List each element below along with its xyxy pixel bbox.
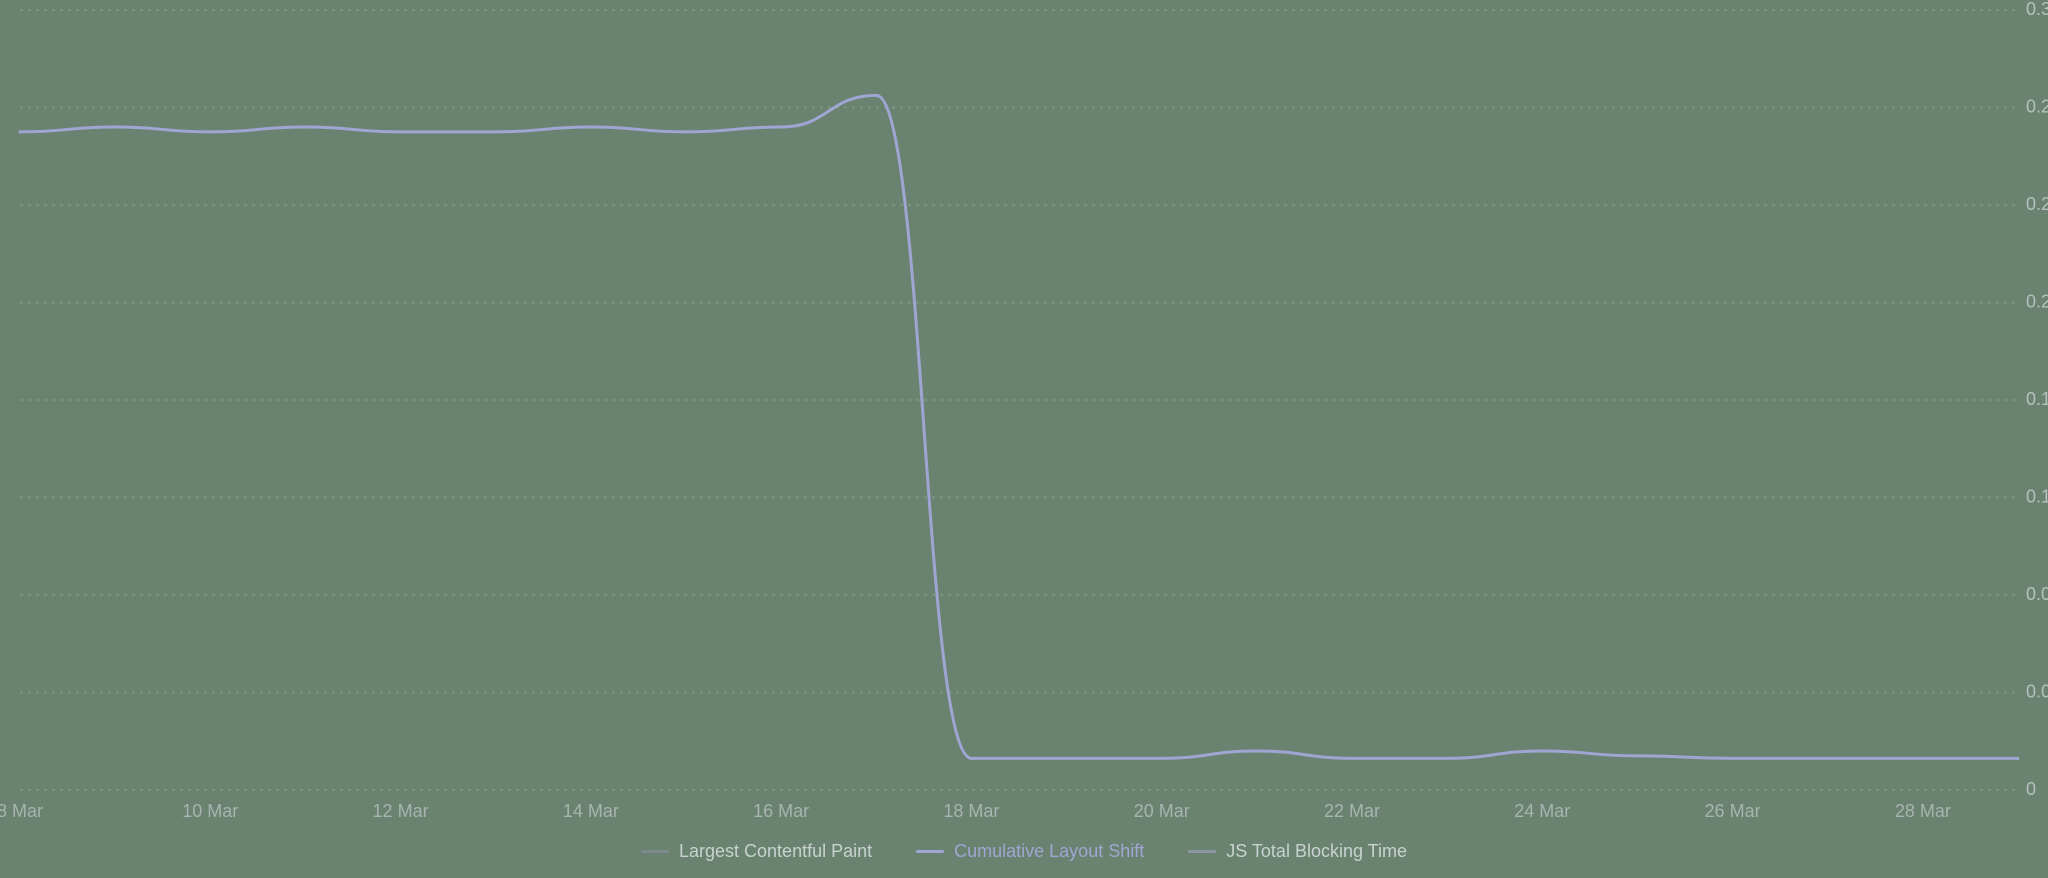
legend-label: JS Total Blocking Time [1226,841,1407,862]
chart-svg: 0 0.04 0.08 0.12 0.16 0.2 0.24 0.28 0.32 8 Mar 10 … [0,0,2048,878]
legend-label: Largest Contentful Paint [679,841,872,862]
y-tick-label: 0.28 [2026,96,2048,116]
y-tick-label: 0 [2026,779,2036,799]
y-tick-label: 0.32 [2026,0,2048,19]
y-tick-label: 0.16 [2026,389,2048,409]
legend-swatch [641,850,669,853]
x-tick-label: 26 Mar [1705,801,1761,821]
x-tick-label: 14 Mar [563,801,619,821]
y-tick-label: 0.08 [2026,584,2048,604]
chart-legend: Largest Contentful Paint Cumulative Layou… [0,840,2048,862]
x-tick-label: 24 Mar [1514,801,1570,821]
y-tick-label: 0.04 [2026,681,2048,701]
x-tick-label: 16 Mar [753,801,809,821]
legend-item[interactable]: Largest Contentful Paint [641,841,872,862]
performance-chart: 0 0.04 0.08 0.12 0.16 0.2 0.24 0.28 0.32 8 Mar 10 … [0,0,2048,878]
legend-swatch [1188,850,1216,853]
x-tick-label: 10 Mar [182,801,238,821]
x-tick-label: 20 Mar [1134,801,1190,821]
x-tick-label: 22 Mar [1324,801,1380,821]
legend-swatch [916,850,944,853]
y-tick-label: 0.24 [2026,194,2048,214]
y-tick-label: 0.12 [2026,486,2048,506]
x-tick-label: 18 Mar [943,801,999,821]
x-tick-label: 28 Mar [1895,801,1951,821]
legend-item[interactable]: Cumulative Layout Shift [916,841,1144,862]
series-line [20,95,2018,758]
x-tick-label: 12 Mar [373,801,429,821]
x-tick-label: 8 Mar [0,801,43,821]
legend-item[interactable]: JS Total Blocking Time [1188,841,1407,862]
legend-label: Cumulative Layout Shift [954,841,1144,862]
y-tick-label: 0.2 [2026,291,2048,311]
